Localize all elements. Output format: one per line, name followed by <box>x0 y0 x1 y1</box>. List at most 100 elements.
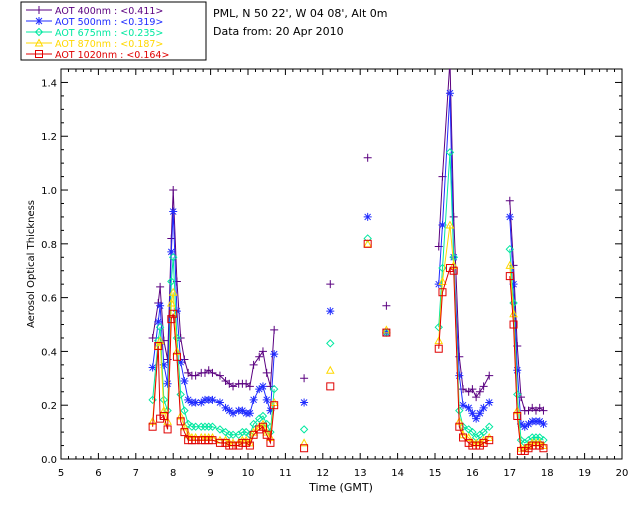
data-point-square <box>154 342 163 351</box>
series-line <box>152 292 275 444</box>
data-point-asterisk <box>191 398 200 407</box>
data-point-plus <box>255 352 264 361</box>
data-point-asterisk <box>225 406 234 415</box>
legend-label: AOT 400nm : <0.411> <box>55 6 163 17</box>
data-point-plus <box>479 382 488 391</box>
data-point-diamond <box>200 422 210 431</box>
x-tick-label: 18 <box>541 468 554 479</box>
data-point-diamond <box>241 427 251 437</box>
series-line <box>438 69 490 399</box>
data-point-square <box>266 438 275 447</box>
series-4 <box>148 239 548 455</box>
data-point-asterisk <box>229 409 238 418</box>
data-point-plus <box>208 368 217 377</box>
x-tick-label: 16 <box>466 468 479 479</box>
data-point-asterisk <box>445 89 454 98</box>
data-point-square <box>215 438 224 447</box>
data-point-diamond <box>299 425 309 434</box>
data-point-square <box>300 444 309 453</box>
data-point-diamond <box>187 422 197 431</box>
y-tick-label: 1.4 <box>41 78 57 89</box>
y-tick-label: 1.2 <box>41 132 57 143</box>
data-point-asterisk <box>197 398 206 407</box>
data-point-square <box>382 328 391 337</box>
data-point-plus <box>475 387 484 396</box>
data-point-asterisk <box>148 363 157 372</box>
data-point-plus <box>249 360 258 369</box>
data-point-square <box>270 401 279 410</box>
data-point-plus <box>505 196 514 205</box>
y-tick-label: 0.2 <box>41 401 57 412</box>
data-point-asterisk <box>455 371 464 380</box>
data-point-plus <box>472 393 481 402</box>
data-point-plus <box>485 371 494 380</box>
x-axis: 5 6 7 8 9 10 11 12 13 14 15 16 17 18 19 20 <box>58 69 629 479</box>
data-point-diamond <box>326 339 335 348</box>
data-point-asterisk <box>535 417 544 426</box>
x-tick-label: 12 <box>316 468 329 479</box>
data-point-plus <box>449 212 458 221</box>
data-point-asterisk <box>524 420 533 429</box>
data-point-triangle <box>505 260 515 269</box>
x-tick-label: 10 <box>242 468 255 479</box>
data-point-asterisk <box>167 247 176 256</box>
data-point-asterisk <box>215 398 224 407</box>
data-point-triangle <box>166 298 176 307</box>
data-point-asterisk <box>520 422 529 431</box>
data-point-square <box>505 272 514 281</box>
data-point-diamond <box>528 433 537 442</box>
data-point-diamond <box>434 322 443 332</box>
data-point-plus <box>262 368 271 377</box>
data-point-asterisk <box>245 409 254 418</box>
data-point-diamond <box>228 430 238 440</box>
data-point-diamond <box>197 422 206 431</box>
data-point-diamond <box>204 422 213 431</box>
data-point-asterisk <box>539 420 548 429</box>
data-point-square <box>509 320 518 329</box>
data-point-diamond <box>221 427 230 437</box>
data-point-triangle <box>168 287 178 296</box>
x-tick-label: 7 <box>133 468 139 479</box>
data-point-triangle <box>299 438 309 447</box>
data-point-diamond <box>258 411 268 421</box>
data-point-diamond <box>168 253 178 262</box>
data-point-asterisk <box>238 406 247 415</box>
data-point-square <box>176 417 185 426</box>
data-point-triangle <box>363 239 373 248</box>
data-point-asterisk <box>156 301 165 310</box>
data-point-plus <box>270 325 279 334</box>
data-point-triangle <box>34 38 44 47</box>
legend-label: AOT 675nm : <0.235> <box>55 28 163 39</box>
data-point-asterisk <box>180 377 189 385</box>
data-point-triangle <box>445 220 455 229</box>
plot-area <box>148 69 548 455</box>
data-point-square <box>485 436 494 445</box>
data-point-asterisk <box>258 382 267 391</box>
data-point-square <box>245 441 254 450</box>
plot-frame <box>60 68 623 460</box>
x-tick-label: 9 <box>207 468 213 479</box>
data-point-square <box>539 444 548 453</box>
data-point-square <box>172 352 181 361</box>
data-point-plus <box>382 301 391 310</box>
x-tick-label: 5 <box>58 468 64 479</box>
x-tick-label: 19 <box>578 468 591 479</box>
data-point-square <box>167 315 176 324</box>
date-info-text: Data from: 20 Apr 2010 <box>213 25 344 38</box>
data-point-asterisk <box>35 17 43 25</box>
y-tick-label: 0.6 <box>41 294 57 305</box>
data-point-diamond <box>363 234 372 243</box>
data-point-asterisk <box>468 409 477 418</box>
data-point-diamond <box>180 406 189 415</box>
data-point-plus <box>215 371 224 380</box>
data-point-asterisk <box>249 395 258 404</box>
data-point-square <box>459 433 468 442</box>
x-tick-label: 20 <box>616 468 629 479</box>
data-point-plus <box>258 347 267 356</box>
data-point-asterisk <box>208 395 217 404</box>
data-point-asterisk <box>169 207 178 216</box>
data-point-asterisk <box>485 398 494 407</box>
data-point-diamond <box>155 322 165 332</box>
data-point-diamond <box>505 244 515 254</box>
y-tick-label: 0.0 <box>41 455 57 466</box>
